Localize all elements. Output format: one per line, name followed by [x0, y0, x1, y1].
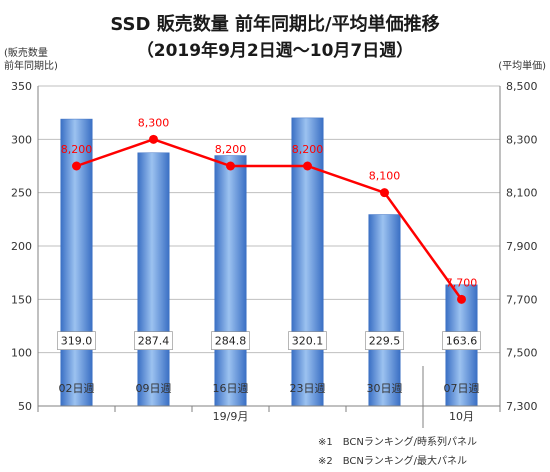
axes	[37, 86, 501, 428]
bar-series	[60, 117, 478, 407]
price-point	[303, 161, 312, 171]
left-axis-title-line2: 前年同期比)	[4, 59, 58, 72]
price-label: 8,300	[138, 116, 170, 129]
note-2: ※2 BCNランキング/最大パネル	[318, 454, 467, 467]
price-point	[226, 161, 235, 171]
bar-label-box	[134, 331, 173, 350]
bar-value-label: 287.4	[138, 335, 170, 348]
price-label: 7,700	[446, 276, 478, 289]
price-label: 8,100	[369, 170, 401, 183]
bar-value-label: 320.1	[292, 335, 324, 348]
price-point	[72, 161, 81, 171]
price-point	[149, 134, 158, 144]
right-tick-label: 7,900	[506, 240, 538, 253]
right-tick-label: 7,700	[506, 293, 538, 306]
right-tick-label: 8,300	[506, 133, 538, 146]
bar	[291, 117, 324, 407]
bar	[214, 155, 247, 407]
price-label: 8,200	[292, 143, 324, 156]
category-label: 07日週	[444, 382, 480, 395]
price-line-series: 8,200 8,300 8,200 8,200 8,100 7,700	[61, 116, 478, 304]
bar-label-box	[288, 331, 327, 350]
month-group-label: 10月	[449, 410, 474, 423]
month-group-label: 19/9月	[213, 410, 249, 423]
bar-value-label: 163.6	[446, 335, 478, 348]
note-1: ※1 BCNランキング/時系列パネル	[318, 435, 477, 448]
left-tick-label: 350	[11, 80, 32, 93]
category-label: 02日週	[59, 382, 95, 395]
price-label: 8,200	[61, 143, 93, 156]
category-label: 23日週	[290, 382, 326, 395]
bar-value-label: 229.5	[369, 335, 401, 348]
bar-label-box	[442, 331, 481, 350]
category-label: 30日週	[367, 382, 403, 395]
bar-value-label: 319.0	[61, 335, 93, 348]
price-point	[457, 294, 466, 304]
category-labels: 02日週 09日週 16日週 23日週 30日週 07日週 19/9月 10月	[59, 382, 480, 423]
bar-label-box	[365, 331, 404, 350]
bar-value-labels: 319.0 287.4 284.8 320.1 229.5 163.6	[57, 331, 481, 350]
bar-value-label: 284.8	[215, 335, 247, 348]
chart-title: SSD 販売数量 前年同期比/平均単価推移	[110, 13, 439, 35]
left-axis-title-line1: (販売数量	[4, 46, 48, 59]
bar-label-box	[57, 331, 96, 350]
gridlines	[38, 85, 500, 407]
left-tick-label: 100	[11, 347, 32, 360]
price-line	[76, 138, 463, 301]
left-tick-label: 200	[11, 240, 32, 253]
right-axis-title: (平均単価)	[498, 59, 546, 72]
chart-subtitle: （2019年9月2日週～10月7日週）	[137, 40, 413, 61]
left-axis-ticks: 50 100 150 200 250 300 350	[11, 80, 32, 413]
left-tick-label: 300	[11, 133, 32, 146]
right-tick-label: 8,100	[506, 187, 538, 200]
category-label: 09日週	[136, 382, 172, 395]
left-tick-label: 150	[11, 293, 32, 306]
right-tick-label: 8,500	[506, 80, 538, 93]
right-axis-ticks: 7,300 7,500 7,700 7,900 8,100 8,300 8,500	[506, 80, 538, 413]
price-point	[380, 188, 389, 198]
right-tick-label: 7,500	[506, 347, 538, 360]
bar	[368, 214, 401, 407]
right-tick-label: 7,300	[506, 400, 538, 413]
left-tick-label: 50	[18, 400, 32, 413]
left-tick-label: 250	[11, 187, 32, 200]
bar-label-box	[211, 331, 250, 350]
price-label: 8,200	[215, 143, 247, 156]
category-label: 16日週	[213, 382, 249, 395]
bar	[137, 152, 170, 407]
